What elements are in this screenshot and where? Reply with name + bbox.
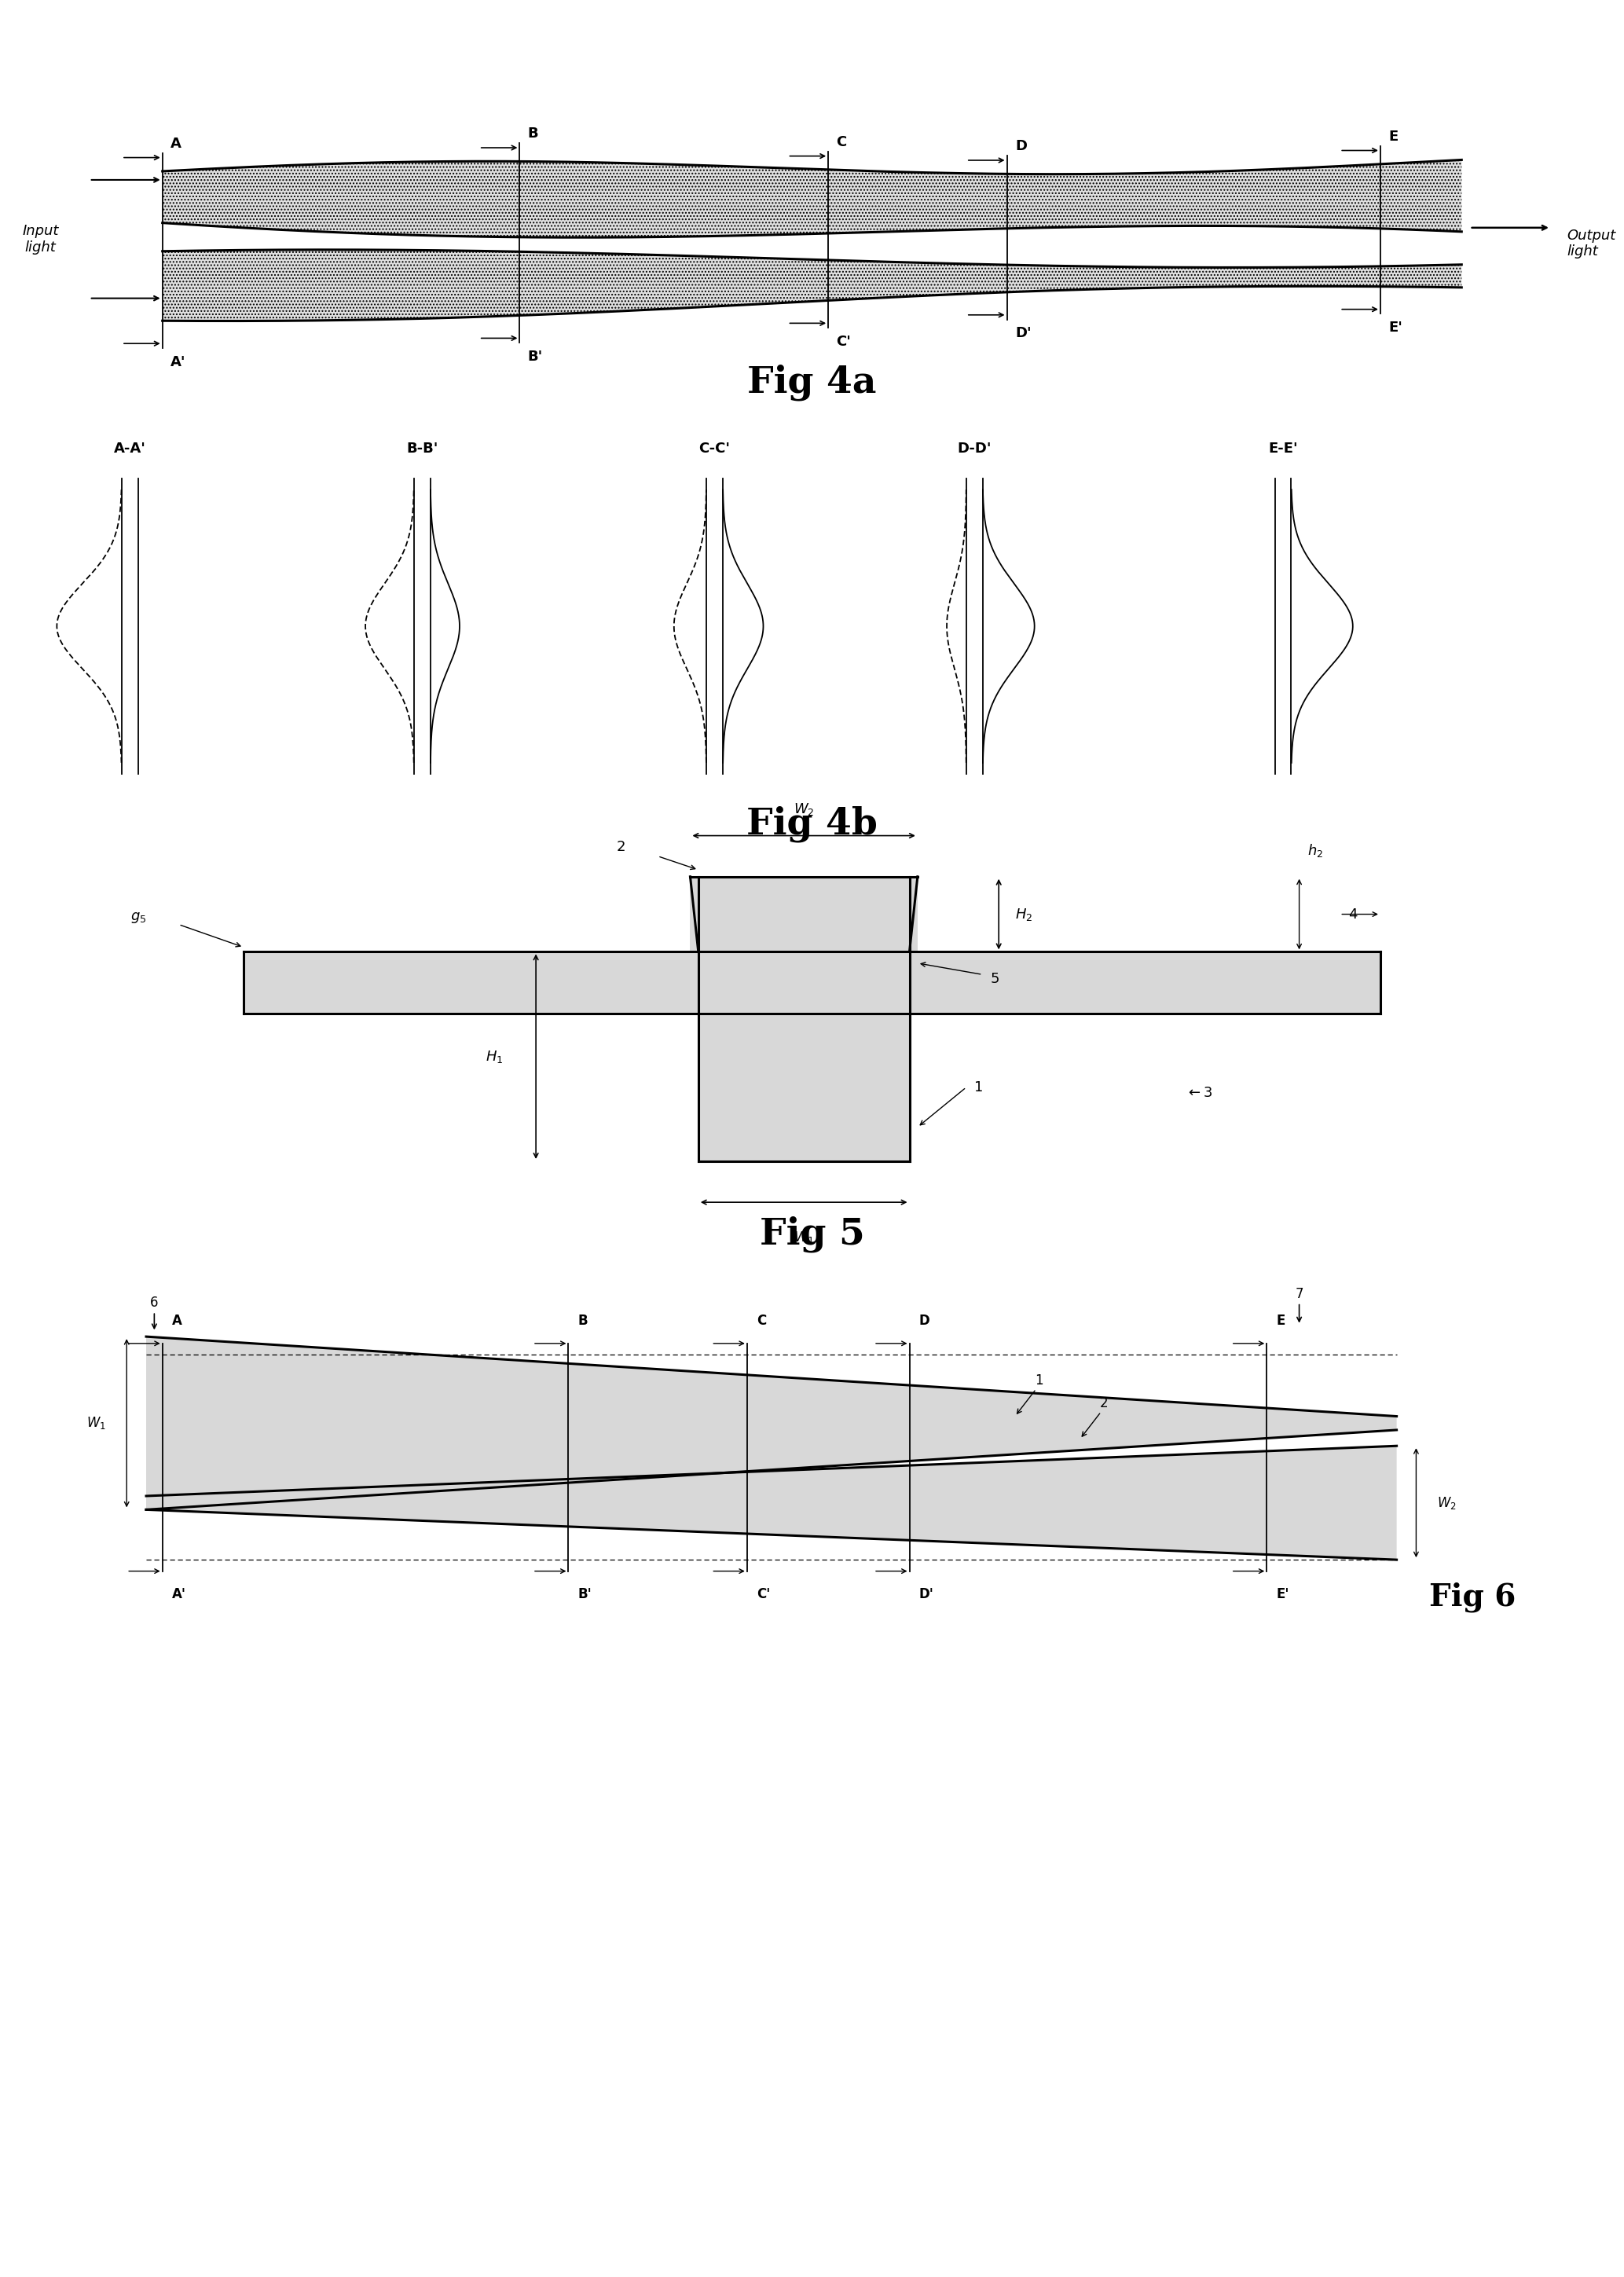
Text: Fig 4a: Fig 4a (747, 364, 877, 401)
Text: A: A (171, 137, 182, 150)
Text: 1: 1 (974, 1079, 984, 1095)
Polygon shape (162, 159, 1462, 237)
Text: Fig 4b: Fig 4b (747, 806, 877, 842)
Text: C: C (757, 1314, 767, 1327)
Text: A-A': A-A' (114, 442, 146, 455)
Text: $W_2$: $W_2$ (1437, 1496, 1457, 1510)
Text: D: D (1015, 139, 1026, 153)
Text: D': D' (1015, 326, 1031, 342)
Text: $W_1$: $W_1$ (86, 1416, 106, 1430)
Text: $W_1$: $W_1$ (794, 1230, 814, 1246)
Text: $H_1$: $H_1$ (486, 1050, 503, 1063)
Text: $W_2$: $W_2$ (794, 802, 814, 817)
Text: D-D': D-D' (957, 442, 992, 455)
Text: C: C (836, 134, 846, 150)
Text: B: B (578, 1314, 588, 1327)
Text: A: A (172, 1314, 182, 1327)
Text: Input
light: Input light (23, 223, 58, 255)
Text: Fig 5: Fig 5 (760, 1216, 864, 1252)
Text: Output
light: Output light (1567, 228, 1616, 260)
Text: B': B' (528, 351, 542, 364)
Text: E': E' (1276, 1587, 1289, 1601)
Text: $H_2$: $H_2$ (1015, 906, 1033, 922)
Text: E: E (1276, 1314, 1286, 1327)
Text: C-C': C-C' (698, 442, 731, 455)
Polygon shape (162, 250, 1462, 321)
Polygon shape (690, 877, 918, 952)
Text: 2: 2 (1099, 1396, 1109, 1409)
Polygon shape (146, 1446, 1397, 1560)
Text: E: E (1389, 130, 1398, 143)
Text: A': A' (171, 355, 185, 369)
Text: 2: 2 (615, 840, 625, 854)
Text: A': A' (172, 1587, 187, 1601)
Text: 6: 6 (149, 1296, 159, 1309)
Text: E-E': E-E' (1268, 442, 1298, 455)
Text: D': D' (919, 1587, 934, 1601)
Text: E': E' (1389, 321, 1403, 335)
Text: 4: 4 (1348, 906, 1358, 922)
Text: D: D (919, 1314, 931, 1327)
Text: $h_2$: $h_2$ (1307, 842, 1324, 858)
Text: B': B' (578, 1587, 593, 1601)
Text: 7: 7 (1294, 1287, 1304, 1300)
Text: C': C' (836, 335, 851, 348)
Text: 1: 1 (1034, 1373, 1044, 1387)
Polygon shape (244, 952, 1380, 1013)
Text: $g_5$: $g_5$ (130, 911, 146, 924)
Text: B: B (528, 128, 539, 141)
Text: Fig 6: Fig 6 (1429, 1583, 1515, 1612)
Polygon shape (146, 1337, 1397, 1510)
Text: 5: 5 (991, 972, 1000, 986)
Text: C': C' (757, 1587, 770, 1601)
Text: $\leftarrow$3: $\leftarrow$3 (1186, 1086, 1212, 1100)
Text: B-B': B-B' (406, 442, 438, 455)
Polygon shape (698, 877, 909, 1161)
